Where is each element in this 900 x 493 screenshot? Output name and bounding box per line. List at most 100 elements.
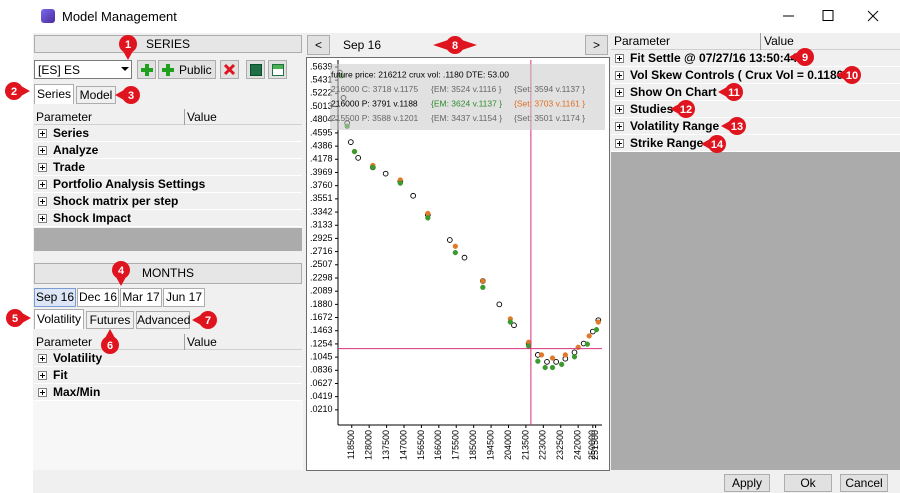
callout-badge xyxy=(5,82,23,100)
callout-badge xyxy=(843,66,861,84)
point xyxy=(542,364,548,371)
grid-header: Value xyxy=(760,33,797,50)
tab[interactable]: Futures xyxy=(86,311,134,329)
x-tick-label: 156500 xyxy=(416,430,426,460)
point xyxy=(535,358,541,364)
expander[interactable] xyxy=(38,146,47,155)
grid-row[interactable]: Series xyxy=(34,125,302,142)
months-header[interactable]: MONTHS xyxy=(34,263,302,284)
tab[interactable]: Model xyxy=(76,86,116,104)
detail-row[interactable]: Vol Skew Controls ( Crux Vol = 0.1180 ) xyxy=(611,67,900,84)
callout-arrow xyxy=(836,70,845,80)
month-tab[interactable]: Sep 16 xyxy=(34,288,76,307)
tab[interactable]: Volatility xyxy=(34,309,84,329)
grid-row[interactable]: Analyze xyxy=(34,142,302,159)
public-button[interactable]: Public xyxy=(158,60,216,79)
callout-badge xyxy=(446,36,464,54)
grid-header: Parameter xyxy=(34,109,302,125)
grid-header: Value xyxy=(184,109,219,125)
expander[interactable] xyxy=(38,180,47,189)
info-text: 216000 C: 3718 v.1175 xyxy=(331,84,418,94)
y-tick-label: .3969 xyxy=(310,167,333,177)
excel-icon xyxy=(250,64,262,76)
callout-badge xyxy=(677,100,695,118)
point xyxy=(571,354,578,360)
grid-row[interactable]: Shock matrix per step xyxy=(34,193,302,210)
info-box xyxy=(330,64,605,130)
info-text: 216000 P: 3791 v.1188 xyxy=(331,98,418,108)
chart-label: Sep 16 xyxy=(343,38,382,52)
y-tick-label: .4804 xyxy=(310,114,333,124)
detail-row[interactable]: Strike Range xyxy=(611,135,900,152)
grid-row[interactable]: Max/Min xyxy=(34,384,302,401)
expander[interactable] xyxy=(615,88,624,97)
y-tick-label: .3133 xyxy=(310,220,333,230)
callout-badge xyxy=(122,86,140,104)
detail-row[interactable]: Volatility Range xyxy=(611,118,900,135)
window-controls[interactable] xyxy=(775,5,895,27)
grid-row[interactable]: Shock Impact xyxy=(34,210,302,227)
empty-area xyxy=(33,400,303,470)
detail-row[interactable]: Fit Settle @ 07/27/16 13:50:44 xyxy=(611,50,900,67)
month-tab[interactable]: Dec 16 xyxy=(77,288,119,307)
grid-header: Value xyxy=(184,334,219,350)
x-tick-label: 204000 xyxy=(503,430,513,460)
excel-button[interactable] xyxy=(246,60,265,79)
point xyxy=(549,355,556,361)
grid-empty xyxy=(34,228,302,251)
callout-badge xyxy=(119,35,137,53)
point xyxy=(511,322,517,329)
y-tick-label: .2925 xyxy=(310,233,333,243)
symbol-combo[interactable]: [ES] ES xyxy=(34,60,132,79)
tab[interactable]: Series xyxy=(34,84,74,104)
point xyxy=(355,155,362,161)
y-tick-label: .3551 xyxy=(310,193,333,203)
expander[interactable] xyxy=(38,129,47,138)
callout-number: 3 xyxy=(128,90,134,102)
expander[interactable] xyxy=(38,197,47,206)
month-tab[interactable]: Mar 17 xyxy=(120,288,162,307)
x-tick-label: 232500 xyxy=(555,430,565,460)
point xyxy=(370,164,376,171)
dialog-button[interactable]: Ok xyxy=(784,474,832,492)
expander[interactable] xyxy=(38,354,47,363)
point xyxy=(549,364,556,371)
callout-arrow xyxy=(462,40,477,50)
add-button[interactable] xyxy=(137,60,156,79)
callout-arrow xyxy=(22,313,31,323)
x-tick-label: 223000 xyxy=(538,430,548,460)
callout-number: 14 xyxy=(711,139,724,151)
dialog-button[interactable]: Cancel xyxy=(840,474,888,492)
expander[interactable] xyxy=(615,105,624,114)
expander[interactable] xyxy=(615,71,624,80)
tab[interactable]: Advanced xyxy=(136,311,191,329)
callout-number: 11 xyxy=(728,87,740,99)
point xyxy=(544,359,550,365)
dialog-button[interactable]: Apply xyxy=(724,474,770,492)
y-tick-label: .5222 xyxy=(310,88,333,98)
x-tick-label: 175500 xyxy=(451,430,461,460)
grid-row[interactable]: Fit xyxy=(34,367,302,384)
window-title: Model Management xyxy=(62,9,177,24)
prev-button[interactable]: < xyxy=(307,35,330,55)
callout-badge xyxy=(6,309,24,327)
y-tick-label: .0210 xyxy=(310,404,333,414)
delete-button[interactable] xyxy=(220,60,239,79)
grid-row[interactable]: Portfolio Analysis Settings xyxy=(34,176,302,193)
callout-number: 10 xyxy=(846,70,858,82)
expander[interactable] xyxy=(38,371,47,380)
expander[interactable] xyxy=(38,388,47,397)
expander[interactable] xyxy=(38,163,47,172)
detail-row[interactable]: Show On Chart xyxy=(611,84,900,101)
expander[interactable] xyxy=(615,122,624,131)
export-button[interactable] xyxy=(268,60,287,79)
expander[interactable] xyxy=(615,139,624,148)
expander[interactable] xyxy=(615,54,624,63)
month-tab[interactable]: Jun 17 xyxy=(163,288,205,307)
x-tick-label: 166000 xyxy=(433,430,443,460)
series-header[interactable]: SERIES xyxy=(34,35,302,53)
expander[interactable] xyxy=(38,214,47,223)
grid-row[interactable]: Trade xyxy=(34,159,302,176)
grid-row[interactable]: Volatility xyxy=(34,350,302,367)
next-button[interactable]: > xyxy=(585,35,608,55)
